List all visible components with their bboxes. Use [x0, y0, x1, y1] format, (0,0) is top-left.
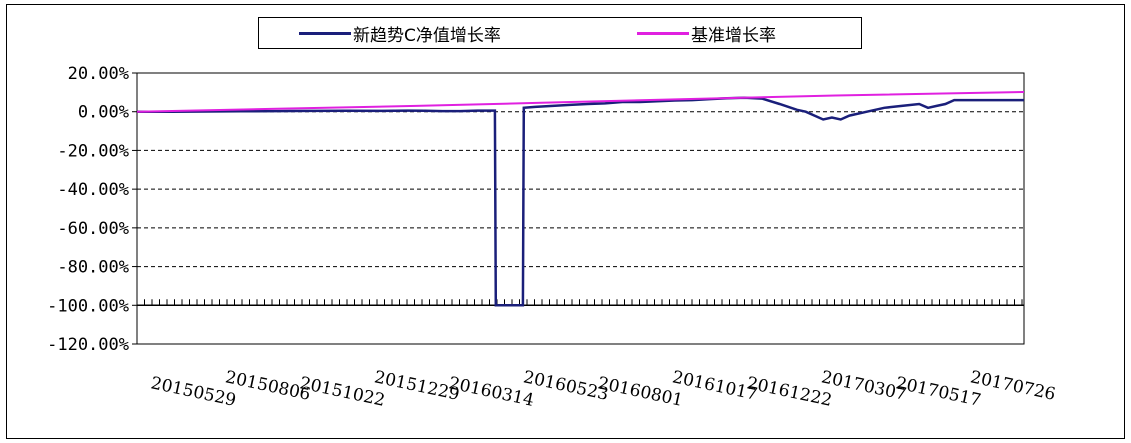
- y-tick-label: -60.00%: [57, 219, 129, 239]
- legend: 新趋势C净值增长率 基准增长率: [258, 17, 862, 49]
- y-tick-label: -100.00%: [47, 296, 129, 316]
- series-line-1: [136, 91, 1025, 113]
- y-tick-label: -120.00%: [47, 335, 129, 355]
- x-tick-label: 20170726: [968, 367, 1057, 405]
- y-tick-label: -20.00%: [57, 141, 129, 161]
- y-tick-label: -40.00%: [57, 180, 129, 200]
- plot-area: [136, 72, 1025, 345]
- y-tick-label: 20.00%: [68, 64, 129, 84]
- y-tick-label: -80.00%: [57, 258, 129, 278]
- legend-swatch-nav: [299, 31, 351, 35]
- y-tick-label: 0.00%: [78, 103, 129, 123]
- legend-label-benchmark: 基准增长率: [691, 25, 776, 46]
- series-line-0: [137, 96, 1024, 307]
- legend-label-nav: 新趋势C净值增长率: [353, 25, 501, 46]
- legend-item-benchmark: 基准增长率: [637, 18, 776, 48]
- legend-swatch-benchmark: [637, 31, 689, 35]
- legend-item-nav: 新趋势C净值增长率: [299, 18, 501, 48]
